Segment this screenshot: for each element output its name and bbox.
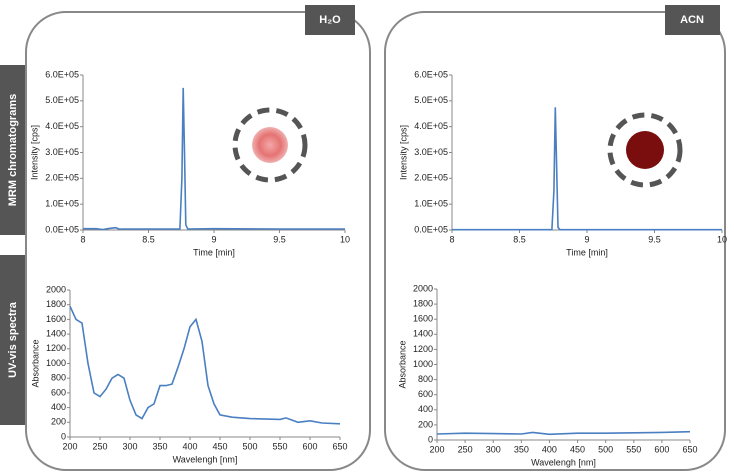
panel <box>384 11 726 471</box>
x-axis-label: Wavelengh [nm] <box>531 457 596 467</box>
sample-spot <box>252 127 288 163</box>
column-label: ACN <box>680 14 704 26</box>
column-label: H₂O <box>319 14 341 26</box>
data-line <box>452 107 722 231</box>
x-tick-label: 400 <box>542 444 557 454</box>
x-tick-label: 8 <box>80 234 85 244</box>
data-line <box>83 87 345 231</box>
y-tick-label: 2.0E+05 <box>45 173 79 183</box>
row-label: UV-vis spectra <box>7 301 19 378</box>
x-tick-label: 600 <box>302 441 317 451</box>
y-tick-label: 3.0E+05 <box>414 147 448 157</box>
x-tick-label: 450 <box>570 444 585 454</box>
y-tick-label: 1200 <box>46 343 66 353</box>
y-tick-label: 200 <box>51 417 66 427</box>
y-tick-label: 1600 <box>413 314 433 324</box>
y-tick-label: 2.0E+05 <box>414 173 448 183</box>
y-axis-label: Intensity [cps] <box>29 125 39 180</box>
x-tick-label: 8.5 <box>513 234 526 244</box>
data-line <box>69 305 341 425</box>
x-axis-label: Time [min] <box>193 247 235 257</box>
y-tick-label: 400 <box>51 402 66 412</box>
y-tick-label: 4.0E+05 <box>45 121 79 131</box>
y-tick-label: 600 <box>51 387 66 397</box>
y-tick-label: 2000 <box>413 283 433 293</box>
side-box <box>0 255 25 425</box>
x-tick-label: 550 <box>272 441 287 451</box>
y-tick-label: 0.0E+05 <box>45 224 79 234</box>
x-tick-label: 650 <box>682 444 697 454</box>
y-tick-label: 0 <box>61 431 66 441</box>
y-tick-label: 1800 <box>413 298 433 308</box>
x-tick-label: 10 <box>717 234 727 244</box>
x-axis-label: Time [min] <box>566 247 608 257</box>
tag-box <box>665 5 720 35</box>
y-tick-label: 6.0E+05 <box>414 69 448 79</box>
y-tick-label: 1000 <box>413 359 433 369</box>
y-tick-label: 4.0E+05 <box>414 121 448 131</box>
y-tick-label: 5.0E+05 <box>414 95 448 105</box>
x-tick-label: 250 <box>458 444 473 454</box>
y-tick-label: 0.0E+05 <box>414 224 448 234</box>
y-tick-label: 5.0E+05 <box>45 95 79 105</box>
y-tick-label: 3.0E+05 <box>45 147 79 157</box>
y-tick-label: 1600 <box>46 314 66 324</box>
x-tick-label: 400 <box>182 441 197 451</box>
y-tick-label: 800 <box>418 374 433 384</box>
x-tick-label: 350 <box>514 444 529 454</box>
x-tick-label: 350 <box>152 441 167 451</box>
x-tick-label: 500 <box>242 441 257 451</box>
x-tick-label: 9.5 <box>648 234 661 244</box>
y-tick-label: 1.0E+05 <box>414 199 448 209</box>
panel <box>25 11 371 471</box>
y-tick-label: 1400 <box>413 329 433 339</box>
y-tick-label: 1800 <box>46 299 66 309</box>
x-tick-label: 200 <box>62 441 77 451</box>
tag-box <box>305 5 355 35</box>
y-tick-label: 1200 <box>413 344 433 354</box>
vial-outline <box>232 107 308 183</box>
x-tick-label: 250 <box>92 441 107 451</box>
sample-spot <box>626 131 664 169</box>
x-axis-label: Wavelengh [nm] <box>173 454 238 464</box>
y-tick-label: 1000 <box>46 358 66 368</box>
x-tick-label: 300 <box>122 441 137 451</box>
x-tick-label: 9.5 <box>273 234 286 244</box>
row-label: MRM chromatograms <box>7 94 19 206</box>
x-tick-label: 10 <box>340 234 350 244</box>
x-tick-label: 650 <box>332 441 347 451</box>
y-axis-label: Absorbance <box>397 340 407 388</box>
x-tick-label: 9 <box>584 234 589 244</box>
x-tick-label: 200 <box>429 444 444 454</box>
x-tick-label: 8.5 <box>142 234 155 244</box>
y-tick-label: 600 <box>418 389 433 399</box>
vial-outline <box>607 112 683 188</box>
x-tick-label: 550 <box>626 444 641 454</box>
y-tick-label: 400 <box>418 404 433 414</box>
y-tick-label: 200 <box>418 419 433 429</box>
y-axis-label: Intensity [cps] <box>398 125 408 180</box>
y-tick-label: 2000 <box>46 284 66 294</box>
x-tick-label: 600 <box>654 444 669 454</box>
y-tick-label: 0 <box>428 434 433 444</box>
y-tick-label: 1.0E+05 <box>45 199 79 209</box>
x-tick-label: 450 <box>212 441 227 451</box>
x-tick-label: 9 <box>211 234 216 244</box>
y-tick-label: 6.0E+05 <box>45 69 79 79</box>
y-tick-label: 800 <box>51 373 66 383</box>
x-tick-label: 500 <box>598 444 613 454</box>
y-axis-label: Absorbance <box>30 339 40 387</box>
side-box <box>0 65 25 235</box>
data-line <box>436 430 691 436</box>
x-tick-label: 300 <box>486 444 501 454</box>
y-tick-label: 1400 <box>46 328 66 338</box>
x-tick-label: 8 <box>449 234 454 244</box>
